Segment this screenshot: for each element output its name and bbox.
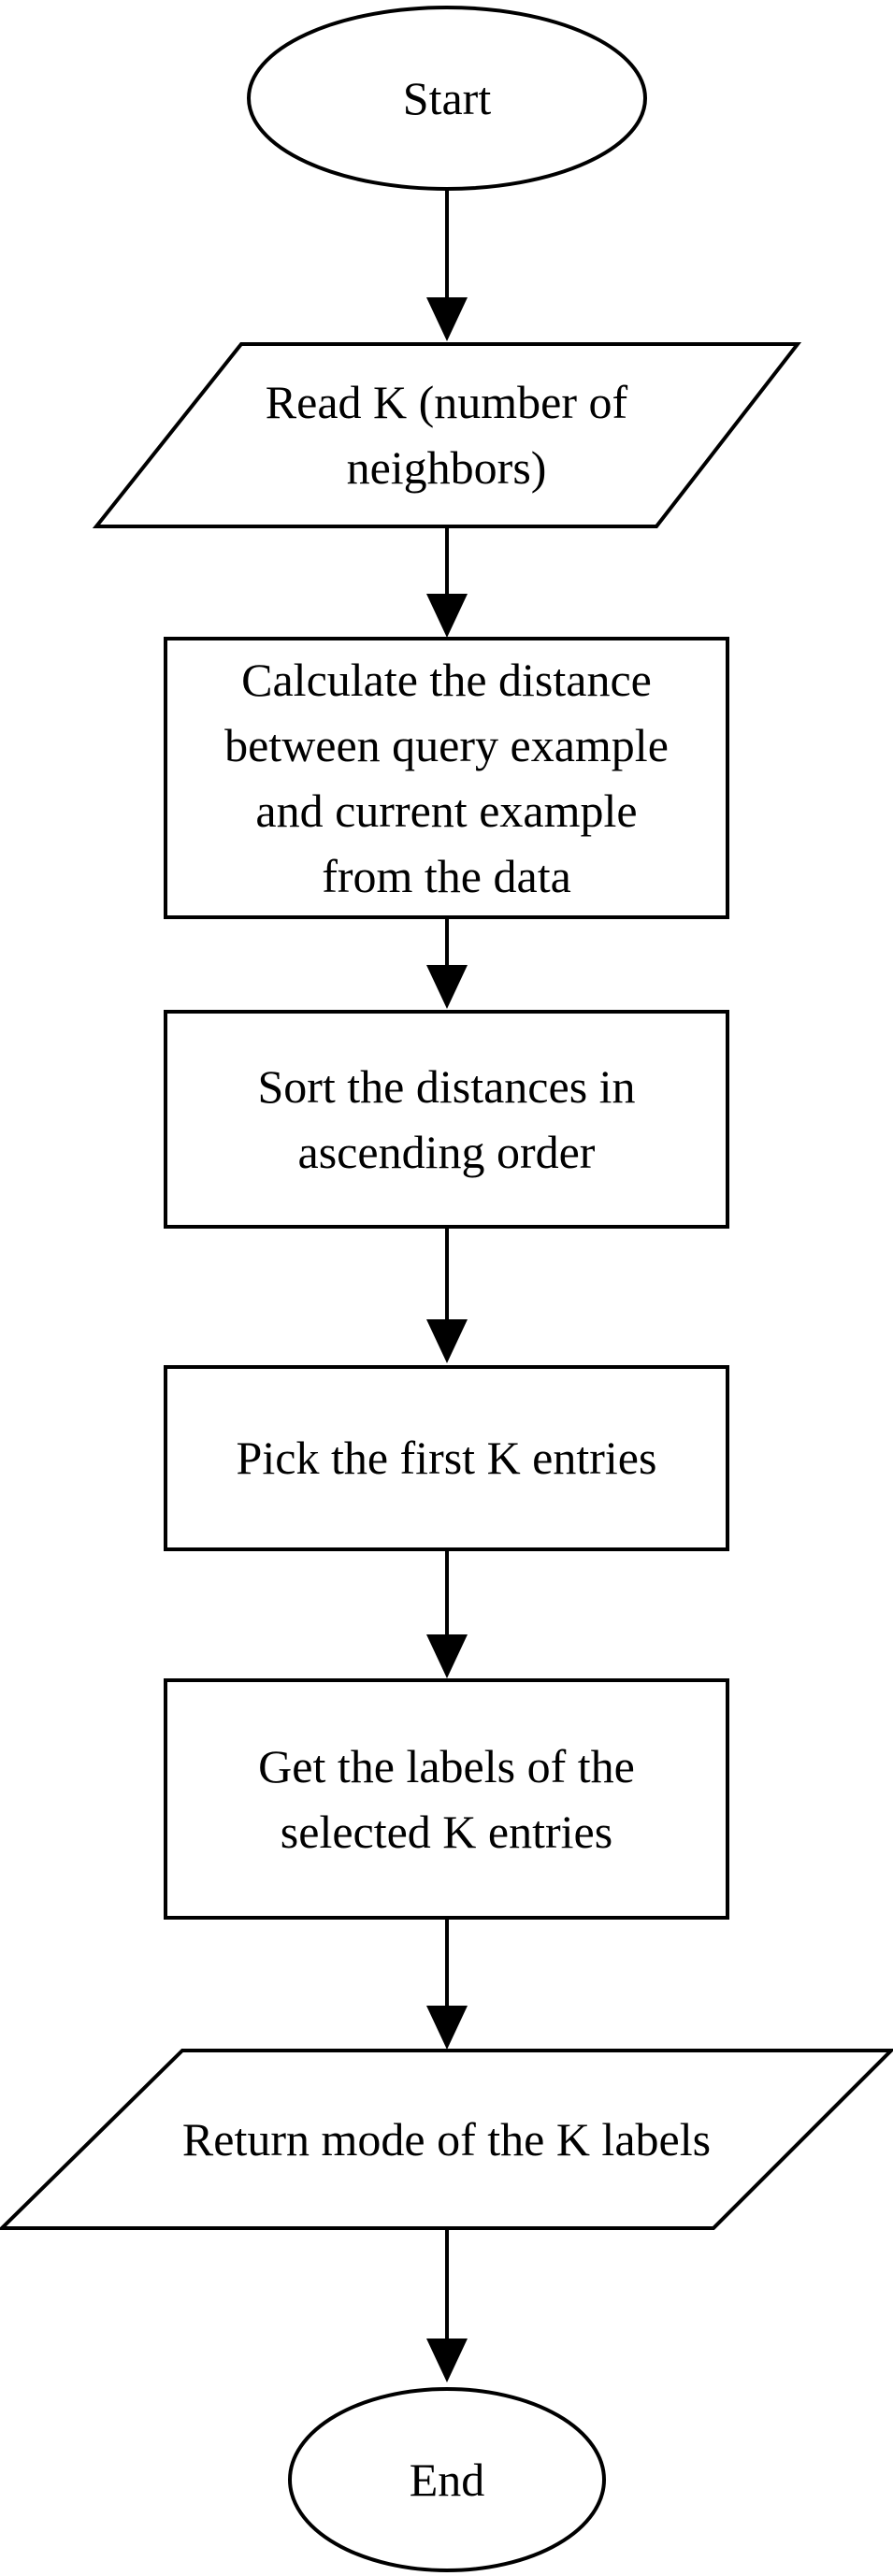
labels-process-box bbox=[164, 1678, 729, 1920]
start-label: Start bbox=[249, 56, 645, 140]
end-terminator bbox=[288, 2387, 606, 2572]
pick-text: Pick the first K entries bbox=[236, 1432, 657, 1484]
read-k-line-1: Read K (number of bbox=[265, 376, 628, 428]
labels-label: Get the labels of the selected K entries bbox=[167, 1734, 726, 1864]
end-label: End bbox=[290, 2438, 604, 2522]
labels-line-2: selected K entries bbox=[280, 1806, 613, 1858]
arrow-pick-to-labels bbox=[426, 1549, 468, 1678]
calculate-line-4: from the data bbox=[322, 850, 571, 902]
sort-line-1: Sort the distances in bbox=[257, 1060, 636, 1113]
sort-line-2: ascending order bbox=[297, 1126, 596, 1178]
return-output-shape bbox=[0, 2049, 893, 2230]
arrow-sort-to-pick bbox=[426, 1227, 468, 1363]
calculate-label: Calculate the distance between query exa… bbox=[167, 647, 726, 909]
arrow-calculate-to-sort bbox=[426, 917, 468, 1009]
calculate-line-2: between query example bbox=[224, 719, 669, 771]
arrow-start-to-read bbox=[426, 189, 468, 341]
pick-label: Pick the first K entries bbox=[167, 1425, 726, 1490]
read-k-input-shape bbox=[92, 342, 802, 528]
return-mode-text: Return mode of the K labels bbox=[181, 2113, 712, 2166]
sort-label: Sort the distances in ascending order bbox=[167, 1054, 726, 1185]
pick-process-box bbox=[164, 1365, 729, 1551]
arrow-labels-to-return bbox=[426, 1918, 468, 2050]
arrow-read-to-calculate bbox=[426, 526, 468, 638]
calculate-line-1: Calculate the distance bbox=[241, 654, 652, 706]
labels-line-1: Get the labels of the bbox=[258, 1740, 635, 1792]
end-text: End bbox=[409, 2454, 485, 2506]
start-text: Start bbox=[402, 72, 492, 124]
calculate-line-3: and current example bbox=[255, 784, 638, 837]
read-k-label: Read K (number of neighbors) bbox=[159, 369, 734, 500]
arrow-return-to-end bbox=[426, 2228, 468, 2382]
read-k-line-2: neighbors) bbox=[346, 441, 547, 494]
return-mode-label: Return mode of the K labels bbox=[94, 2107, 799, 2172]
